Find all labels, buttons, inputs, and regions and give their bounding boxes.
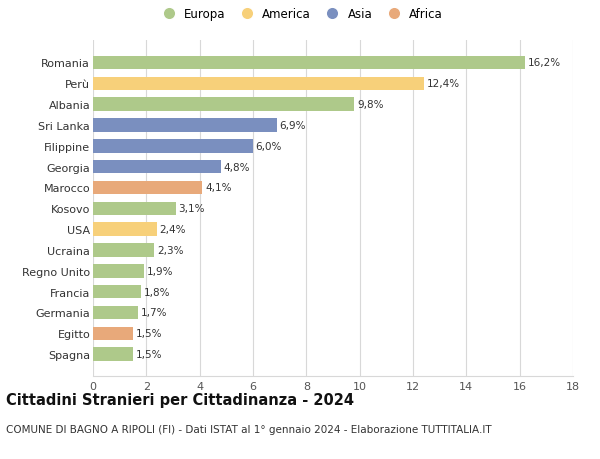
- Bar: [93, 347, 133, 361]
- Text: 1,9%: 1,9%: [146, 266, 173, 276]
- Bar: [93, 264, 143, 278]
- Bar: [93, 56, 525, 70]
- Text: Cittadini Stranieri per Cittadinanza - 2024: Cittadini Stranieri per Cittadinanza - 2…: [6, 392, 354, 408]
- Text: 4,1%: 4,1%: [205, 183, 232, 193]
- Bar: [93, 98, 355, 112]
- Text: 1,8%: 1,8%: [143, 287, 170, 297]
- Bar: [93, 223, 157, 236]
- Text: COMUNE DI BAGNO A RIPOLI (FI) - Dati ISTAT al 1° gennaio 2024 - Elaborazione TUT: COMUNE DI BAGNO A RIPOLI (FI) - Dati IST…: [6, 425, 491, 435]
- Text: 9,8%: 9,8%: [357, 100, 383, 110]
- Bar: [93, 77, 424, 91]
- Bar: [93, 181, 202, 195]
- Bar: [93, 161, 221, 174]
- Legend: Europa, America, Asia, Africa: Europa, America, Asia, Africa: [155, 6, 445, 23]
- Bar: [93, 202, 176, 216]
- Text: 12,4%: 12,4%: [427, 79, 460, 89]
- Text: 16,2%: 16,2%: [527, 58, 561, 68]
- Text: 1,5%: 1,5%: [136, 329, 162, 339]
- Text: 6,9%: 6,9%: [280, 121, 306, 131]
- Text: 6,0%: 6,0%: [256, 141, 282, 151]
- Text: 4,8%: 4,8%: [224, 162, 250, 172]
- Text: 1,7%: 1,7%: [141, 308, 167, 318]
- Text: 3,1%: 3,1%: [178, 204, 205, 214]
- Bar: [93, 285, 141, 299]
- Bar: [93, 244, 154, 257]
- Text: 2,3%: 2,3%: [157, 246, 184, 255]
- Bar: [93, 327, 133, 341]
- Text: 1,5%: 1,5%: [136, 349, 162, 359]
- Bar: [93, 119, 277, 133]
- Text: 2,4%: 2,4%: [160, 224, 186, 235]
- Bar: [93, 140, 253, 153]
- Bar: [93, 306, 139, 319]
